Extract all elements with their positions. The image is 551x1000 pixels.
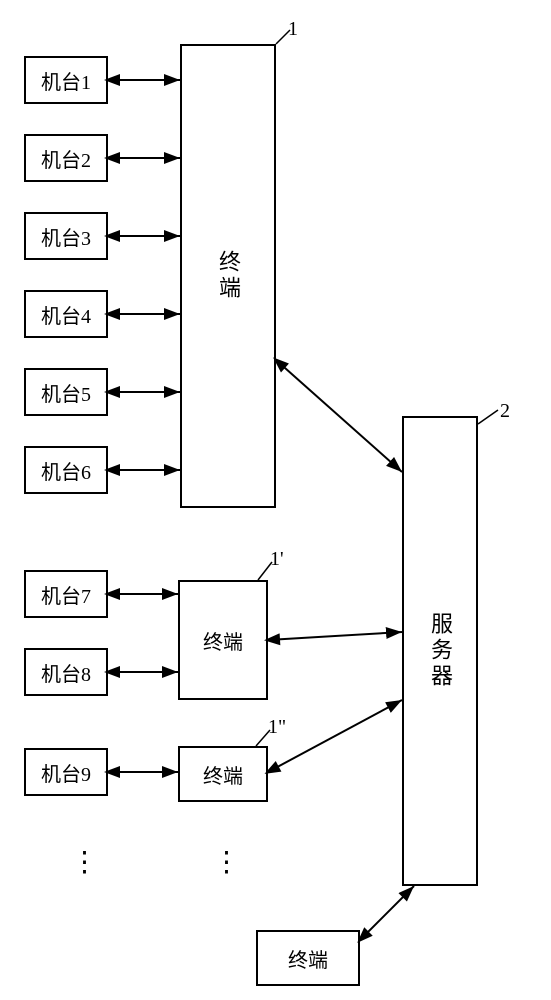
terminal-bottom: 终端	[256, 930, 360, 986]
machine-6: 机台6	[24, 446, 108, 494]
ellipsis-icon: ⋮	[76, 845, 90, 878]
machine-4: 机台4	[24, 290, 108, 338]
machine-7: 机台7	[24, 570, 108, 618]
server: 服务器	[402, 416, 478, 886]
machine-2-label: 机台2	[41, 144, 91, 173]
terminal-prime: 终端	[178, 580, 268, 700]
machine-8-label: 机台8	[41, 658, 91, 687]
terminal-main: 终端	[180, 44, 276, 508]
diagram-canvas: 机台1 机台2 机台3 机台4 机台5 机台6 机台7 机台8 机台9 终端 终…	[0, 0, 551, 1000]
terminal-prime-label: 终端	[203, 626, 243, 655]
terminal-bottom-label: 终端	[288, 944, 328, 973]
machine-3: 机台3	[24, 212, 108, 260]
terminal-main-label: 终端	[212, 250, 244, 302]
machine-5: 机台5	[24, 368, 108, 416]
ellipsis-icon: ⋮	[218, 845, 232, 878]
machine-1: 机台1	[24, 56, 108, 104]
server-label: 服务器	[424, 612, 456, 690]
callout-1-dprime: 1"	[268, 716, 286, 739]
callout-1: 1	[288, 18, 298, 41]
machine-2: 机台2	[24, 134, 108, 182]
callout-1-prime: 1'	[270, 548, 284, 571]
machine-5-label: 机台5	[41, 378, 91, 407]
machine-9: 机台9	[24, 748, 108, 796]
machine-4-label: 机台4	[41, 300, 91, 329]
terminal-dprime-label: 终端	[203, 760, 243, 789]
machine-8: 机台8	[24, 648, 108, 696]
machine-6-label: 机台6	[41, 456, 91, 485]
terminal-dprime: 终端	[178, 746, 268, 802]
machine-7-label: 机台7	[41, 580, 91, 609]
callout-2: 2	[500, 400, 510, 423]
machine-1-label: 机台1	[41, 66, 91, 95]
machine-9-label: 机台9	[41, 758, 91, 787]
machine-3-label: 机台3	[41, 222, 91, 251]
